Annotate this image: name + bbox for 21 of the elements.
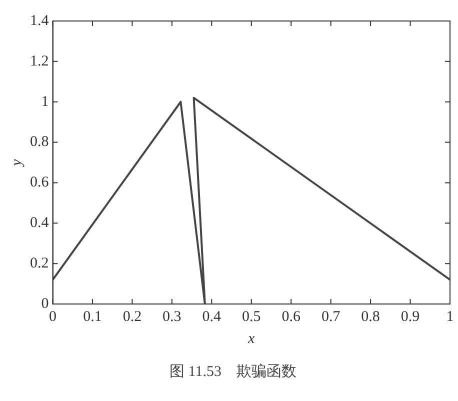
caption: 图 11.53 欺骗函数 xyxy=(168,362,298,381)
y-tick-label: 1.2 xyxy=(30,53,49,70)
y-tick-label: 1 xyxy=(41,94,49,110)
x-tick-label: 0.1 xyxy=(83,308,102,325)
x-axis-title: x xyxy=(247,330,256,347)
y-axis-title: y xyxy=(8,158,25,168)
x-tick-label: 0.2 xyxy=(122,308,142,325)
x-tick-label: 0.7 xyxy=(321,308,341,325)
x-tick-label: 0.6 xyxy=(282,308,301,325)
x-tick-label: 0.3 xyxy=(162,308,182,325)
y-tick-label: 0.4 xyxy=(30,215,50,232)
x-tick-label: 0.8 xyxy=(361,308,380,325)
x-tick-label: 0.9 xyxy=(400,308,420,325)
y-tick-label: 0.8 xyxy=(30,134,49,150)
x-tick-label: 0.4 xyxy=(202,308,222,325)
x-tick-label: 1 xyxy=(446,308,454,325)
y-tick-label: 1.4 xyxy=(30,12,50,29)
x-tick-label: 0.5 xyxy=(242,308,261,325)
y-tick-label: 0.6 xyxy=(30,174,50,191)
y-tick-label: 0 xyxy=(41,296,49,312)
y-tick-label: 0.2 xyxy=(30,256,49,272)
